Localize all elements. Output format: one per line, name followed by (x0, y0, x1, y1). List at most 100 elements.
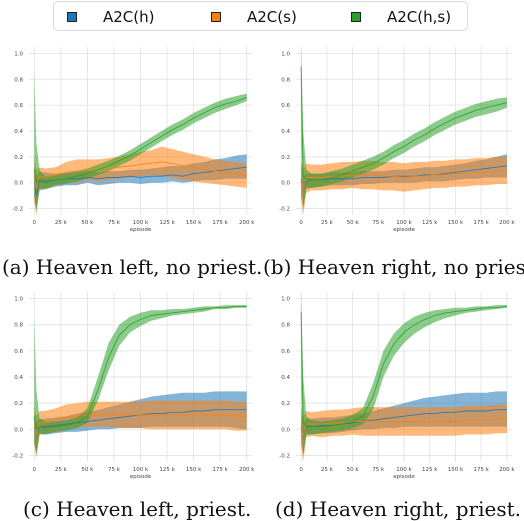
x-tick-label: 75 k (372, 467, 385, 473)
y-tick-label: 0.4 (14, 375, 23, 381)
x-tick-label: 100 k (396, 467, 412, 473)
legend-swatch-a2c-h (67, 12, 77, 22)
x-tick-label: 25 k (55, 467, 68, 473)
y-tick-label: 0.2 (281, 401, 290, 407)
x-tick-label: 50 k (347, 467, 360, 473)
y-tick-label: 0.0 (281, 427, 290, 433)
series-line-a-c-h-s- (300, 305, 507, 428)
series-line-a-c-s- (33, 161, 247, 190)
x-tick-label: 150 k (186, 220, 202, 226)
band-a-c-h-s- (34, 72, 247, 209)
caption-b: (b) Heaven right, no priest. (263, 255, 524, 279)
caption-d: (d) Heaven right, priest. (275, 497, 521, 521)
x-tick-label: 200 k (499, 467, 515, 473)
y-tick-label: 0.8 (14, 323, 23, 329)
x-tick-label: 125 k (422, 467, 438, 473)
legend-item-a2c-s: A2C(s) (211, 2, 297, 32)
x-tick-label: 125 k (422, 220, 438, 226)
y-tick-label: -0.2 (279, 207, 290, 213)
series-line-a-c-h- (33, 409, 247, 438)
y-tick-label: 0.6 (14, 103, 23, 109)
y-tick-label: 0.8 (14, 77, 23, 83)
x-tick-label: 75 k (372, 220, 385, 226)
y-tick-label: 0.8 (281, 77, 290, 83)
y-tick-label: 0.4 (281, 129, 290, 135)
x-tick-label: 25 k (321, 467, 334, 473)
x-tick-label: 150 k (448, 467, 464, 473)
series-line-a-c-s- (300, 169, 507, 190)
series-line-a-c-s- (33, 414, 247, 436)
y-tick-label: 0.6 (14, 349, 23, 355)
legend-label-a2c-s: A2C(s) (247, 8, 297, 26)
y-tick-label: 0.2 (14, 401, 23, 407)
legend: A2C(h) A2C(s) A2C(h,s) (53, 1, 468, 31)
series-line-a-c-h-s- (33, 96, 247, 184)
y-tick-label: -0.2 (279, 453, 290, 459)
y-tick-label: 0.6 (281, 103, 290, 109)
y-tick-label: 1.0 (281, 297, 290, 303)
x-tick-label: 50 k (81, 220, 94, 226)
x-tick-label: 0 (33, 220, 37, 226)
x-tick-label: 150 k (448, 220, 464, 226)
series-line-a-c-h- (300, 409, 507, 438)
panel-a: 0 25 k 50 k 75 k 100 k 125 k 150 k 175 k 200 k -0… (12, 47, 255, 233)
y-tick-label: 0.8 (281, 323, 290, 329)
y-tick-label: 0.2 (14, 155, 23, 161)
panel-d: 0 25 k 50 k 75 k 100 k 125 k 150 k 175 k 200 k -0… (279, 292, 515, 480)
legend-label-a2c-hs: A2C(h,s) (387, 8, 452, 26)
x-tick-label: 0 (33, 467, 37, 473)
y-tick-label: 0.6 (281, 349, 290, 355)
y-tick-label: -0.2 (12, 453, 23, 459)
x-tick-label: 75 k (108, 467, 121, 473)
x-tick-label: 50 k (81, 467, 94, 473)
series-line-a-c-h-s- (33, 305, 247, 431)
band-a-c-h-s- (301, 292, 507, 456)
x-tick-label: 175 k (212, 220, 228, 226)
caption-a: (a) Heaven left, no priest. (2, 255, 263, 279)
x-tick-label: 175 k (212, 467, 228, 473)
y-tick-label: 1.0 (14, 51, 23, 57)
y-tick-label: 0.2 (281, 155, 290, 161)
legend-item-a2c-hs: A2C(h,s) (351, 2, 451, 32)
x-tick-label: 175 k (473, 467, 489, 473)
band-a-c-s- (34, 146, 247, 215)
x-tick-label: 100 k (396, 220, 412, 226)
x-tick-label: 125 k (159, 220, 175, 226)
y-tick-label: 0.0 (14, 427, 23, 433)
series-line-a-c-h-s- (300, 66, 508, 181)
y-tick-label: 0.4 (281, 375, 290, 381)
x-axis-label: episode (130, 474, 152, 480)
x-tick-label: 100 k (133, 220, 149, 226)
caption-c: (c) Heaven left, priest. (23, 497, 252, 521)
x-tick-label: 0 (299, 220, 303, 226)
x-tick-label: 200 k (239, 467, 255, 473)
x-axis-label: episode (393, 227, 415, 233)
x-tick-label: 100 k (133, 467, 149, 473)
y-tick-label: 1.0 (14, 297, 23, 303)
x-tick-label: 0 (299, 467, 303, 473)
x-tick-label: 200 k (239, 220, 255, 226)
legend-swatch-a2c-s (211, 12, 221, 22)
x-tick-label: 50 k (347, 220, 360, 226)
legend-label-a2c-h: A2C(h) (103, 8, 155, 26)
x-tick-label: 150 k (186, 467, 202, 473)
x-tick-label: 25 k (321, 220, 334, 226)
x-axis-label: episode (393, 474, 415, 480)
y-tick-label: 0.4 (14, 129, 23, 135)
x-axis-label: episode (130, 227, 152, 233)
y-tick-label: 1.0 (281, 51, 290, 57)
legend-item-a2c-h: A2C(h) (67, 2, 155, 32)
x-tick-label: 125 k (159, 467, 175, 473)
y-tick-label: 0.0 (281, 181, 290, 187)
x-tick-label: 200 k (499, 220, 515, 226)
x-tick-label: 25 k (55, 220, 68, 226)
x-tick-label: 175 k (473, 220, 489, 226)
series-line-a-c-s- (300, 418, 507, 436)
legend-swatch-a2c-hs (351, 12, 361, 22)
panel-c: 0 25 k 50 k 75 k 100 k 125 k 150 k 175 k 200 k -0… (12, 292, 255, 480)
band-a-c-h-s- (301, 47, 507, 209)
x-tick-label: 75 k (108, 220, 121, 226)
panel-b: 0 25 k 50 k 75 k 100 k 125 k 150 k 175 k 200 k -0… (279, 47, 515, 233)
y-tick-label: -0.2 (12, 207, 23, 213)
